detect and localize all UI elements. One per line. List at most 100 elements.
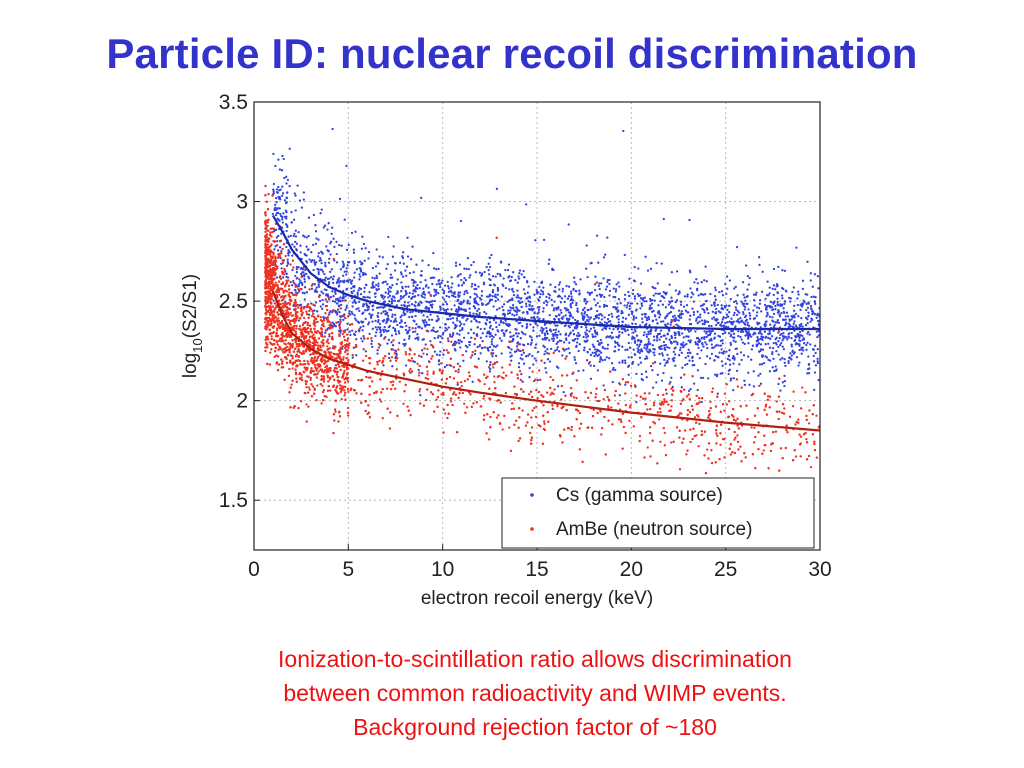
- data-point: [733, 287, 736, 290]
- data-point: [797, 293, 800, 296]
- data-point: [546, 348, 549, 351]
- data-point: [798, 348, 801, 352]
- data-point: [783, 384, 786, 388]
- data-point: [310, 251, 313, 254]
- data-point: [654, 287, 657, 290]
- data-point: [670, 376, 673, 379]
- data-point: [353, 299, 356, 302]
- data-point: [772, 341, 775, 345]
- data-point: [576, 337, 579, 340]
- data-point: [398, 332, 401, 335]
- data-point: [377, 285, 380, 288]
- data-point: [582, 318, 585, 321]
- data-point: [315, 237, 318, 240]
- data-point: [809, 272, 812, 275]
- data-point: [458, 342, 461, 345]
- data-point: [756, 321, 759, 324]
- data-point: [727, 332, 731, 335]
- data-point: [774, 365, 777, 368]
- data-point: [494, 333, 497, 336]
- data-point: [528, 304, 531, 308]
- data-point: [542, 338, 546, 341]
- data-point: [589, 307, 592, 311]
- data-point: [800, 316, 803, 320]
- data-point: [369, 316, 373, 319]
- data-point: [698, 320, 701, 323]
- data-point: [457, 284, 460, 287]
- data-point: [351, 305, 354, 308]
- data-point: [321, 303, 325, 306]
- data-point: [775, 349, 778, 353]
- data-point: [435, 268, 438, 271]
- data-point: [355, 337, 358, 341]
- data-point: [534, 322, 537, 326]
- data-point: [613, 340, 617, 343]
- data-point: [314, 288, 317, 291]
- data-point: [312, 268, 315, 272]
- data-point: [563, 306, 567, 310]
- data-point: [521, 300, 524, 304]
- data-point: [641, 313, 644, 316]
- data-point: [790, 343, 793, 346]
- data-point: [507, 263, 511, 266]
- data-point: [496, 286, 499, 290]
- data-point: [773, 300, 776, 303]
- data-point: [760, 354, 764, 357]
- data-point: [816, 347, 819, 351]
- data-point: [303, 280, 306, 283]
- data-point: [675, 323, 678, 326]
- data-point: [535, 335, 539, 338]
- data-point: [333, 245, 336, 249]
- data-point: [638, 351, 641, 355]
- data-point: [665, 291, 668, 294]
- data-point: [733, 336, 736, 339]
- data-point: [602, 305, 606, 308]
- data-point: [743, 379, 746, 382]
- data-point: [402, 251, 405, 254]
- data-point: [350, 290, 353, 294]
- data-point: [274, 213, 278, 217]
- data-point: [508, 311, 512, 315]
- data-point: [685, 335, 688, 338]
- data-point: [303, 277, 306, 281]
- data-point: [606, 236, 609, 239]
- data-point: [789, 300, 792, 303]
- data-point: [586, 275, 589, 279]
- data-point: [669, 310, 673, 314]
- data-point: [711, 317, 714, 320]
- data-point: [777, 339, 780, 343]
- data-point: [655, 381, 658, 384]
- data-point: [383, 295, 386, 298]
- data-point: [293, 192, 296, 195]
- data-point: [656, 311, 660, 314]
- data-point: [665, 337, 668, 340]
- data-point: [433, 350, 437, 353]
- data-point: [608, 282, 611, 286]
- data-point: [787, 322, 790, 325]
- data-point: [424, 325, 427, 328]
- data-point: [705, 330, 709, 333]
- data-point: [576, 324, 579, 327]
- data-point: [404, 328, 408, 332]
- data-point: [496, 272, 499, 276]
- data-point: [602, 277, 605, 280]
- data-point: [504, 268, 507, 272]
- data-point: [729, 297, 732, 301]
- data-point: [498, 337, 502, 340]
- data-point: [596, 339, 600, 343]
- data-point: [727, 315, 730, 318]
- data-point: [723, 306, 727, 309]
- data-point: [473, 307, 477, 310]
- scatter-chart: 0 5 10 15 20 25 301.522.533.5 electron recoil …: [180, 92, 832, 609]
- data-point: [427, 286, 430, 289]
- data-point: [293, 232, 296, 236]
- data-point: [659, 362, 662, 365]
- data-point: [563, 324, 567, 328]
- data-point: [460, 278, 463, 282]
- data-point: [520, 353, 523, 357]
- data-point: [531, 305, 534, 308]
- data-point: [550, 337, 554, 340]
- data-point: [571, 329, 575, 332]
- data-point: [600, 282, 603, 285]
- data-point: [548, 296, 551, 300]
